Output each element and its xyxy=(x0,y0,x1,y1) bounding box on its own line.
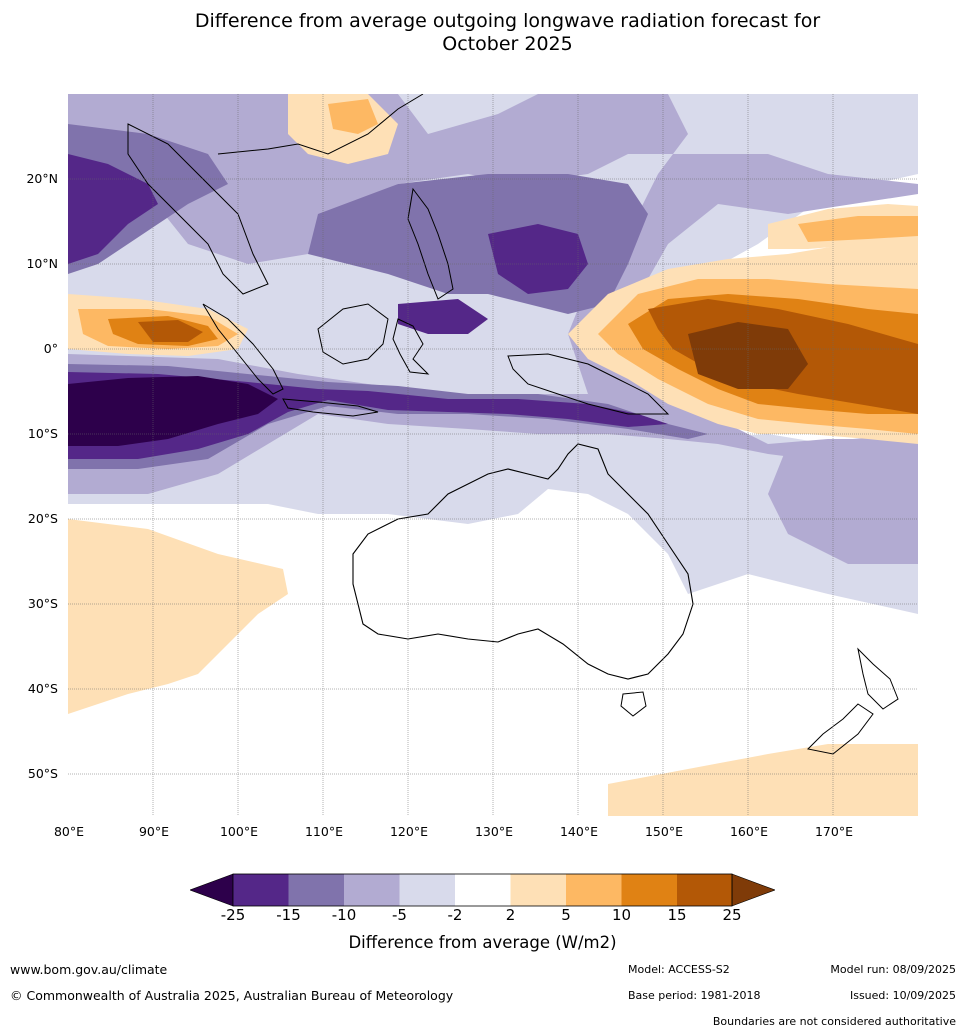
philippines-coastline xyxy=(407,187,454,300)
footer-model: Model: ACCESS-S2 xyxy=(628,963,730,976)
anomaly-zone-medium-purple-3 xyxy=(768,434,918,564)
lat-label-30s: 30°S xyxy=(27,596,58,611)
colorbar-bin-9 xyxy=(677,874,732,906)
colorbar-tick-25: 25 xyxy=(722,906,742,924)
new-zealand-south-coastline xyxy=(806,703,874,755)
lon-label-110e: 110°E xyxy=(304,824,343,839)
colorbar-bin-1 xyxy=(233,874,289,906)
lat-label-20s: 20°S xyxy=(27,511,58,526)
anomaly-zone-china-orange-2 xyxy=(328,99,378,134)
colorbar-tick-2: 2 xyxy=(505,906,516,924)
colorbar-frame xyxy=(232,873,733,907)
anomaly-zone-south-indian-orange xyxy=(68,519,288,714)
colorbar-tick-minus25: -25 xyxy=(220,906,246,924)
colorbar-title: Difference from average (W/m2) xyxy=(348,933,617,952)
china-coastline xyxy=(217,94,424,155)
lon-label-150e: 150°E xyxy=(644,824,683,839)
tasmania-coastline xyxy=(620,691,647,717)
colorbar-over-arrow xyxy=(731,873,775,907)
footer-disclaimer: Boundaries are not considered authoritat… xyxy=(712,1015,956,1028)
lat-label-20n: 20°N xyxy=(26,171,58,186)
sumatra-coastline xyxy=(202,303,284,395)
colorbar-bin-2 xyxy=(288,874,344,906)
graticule xyxy=(68,94,918,816)
lon-label-100e: 100°E xyxy=(219,824,258,839)
lat-label-0: 0° xyxy=(43,341,58,356)
lon-label-120e: 120°E xyxy=(389,824,428,839)
colorbar-tick-minus5: -5 xyxy=(392,906,407,924)
anomaly-zone-medium-purple xyxy=(68,94,918,439)
colorbar-tick-10: 10 xyxy=(611,906,632,924)
anomaly-zone-darkest-purple xyxy=(68,376,278,446)
lat-label-40s: 40°S xyxy=(27,681,58,696)
lon-label-170e: 170°E xyxy=(814,824,853,839)
anomaly-zone-deep-purple xyxy=(68,154,158,264)
olr-anomaly-map xyxy=(68,94,918,816)
title-line-1: Difference from average outgoing longwav… xyxy=(194,10,821,32)
anomaly-zone-deep-purple-3 xyxy=(398,299,488,334)
colorbar-bin-6 xyxy=(510,874,566,906)
footer-website: www.bom.gov.au/climate xyxy=(10,962,168,977)
colorbar-bin-8 xyxy=(621,874,677,906)
colorbar-tick-minus10: -10 xyxy=(331,906,357,924)
colorbar-tick-5: 5 xyxy=(561,906,571,924)
colorbar-tick-minus15: -15 xyxy=(276,906,301,924)
colorbar-under-arrow xyxy=(190,873,234,907)
indochina-coastline xyxy=(127,123,269,295)
anomaly-zone-ne-orange-2 xyxy=(798,216,918,242)
new-guinea-coastline xyxy=(507,353,670,415)
anomaly-zone-io-brown xyxy=(138,320,203,342)
footer-model-run: Model run: 08/09/2025 xyxy=(830,963,956,976)
colorbar-tick-15: 15 xyxy=(667,906,687,924)
sulawesi-coastline xyxy=(392,318,430,375)
lon-label-160e: 160°E xyxy=(729,824,768,839)
java-coastline xyxy=(282,398,379,417)
colorbar-tick-minus2: -2 xyxy=(447,906,463,924)
lon-label-130e: 130°E xyxy=(474,824,513,839)
colorbar-bin-5 xyxy=(455,874,511,906)
footer-base-period: Base period: 1981-2018 xyxy=(628,989,761,1002)
colorbar-legend xyxy=(190,873,775,907)
lat-label-10s: 10°S xyxy=(27,426,58,441)
lat-label-50s: 50°S xyxy=(27,766,58,781)
anomaly-zone-deep-brown xyxy=(688,322,808,389)
colorbar-bin-7 xyxy=(566,874,622,906)
lat-label-10n: 10°N xyxy=(26,256,58,271)
map-canvas xyxy=(68,94,918,816)
new-zealand-north-coastline xyxy=(857,647,899,710)
footer-copyright: © Commonwealth of Australia 2025, Austra… xyxy=(10,988,454,1003)
australia-coastline xyxy=(352,443,694,680)
colorbar-bin-4 xyxy=(399,874,455,906)
title-line-2: October 2025 xyxy=(442,33,573,55)
anomaly-zone-deep-purple-2 xyxy=(488,224,588,294)
lon-label-80e: 80°E xyxy=(53,824,85,839)
colorbar-bin-3 xyxy=(344,874,400,906)
footer-issued: Issued: 10/09/2025 xyxy=(849,989,956,1002)
lon-label-90e: 90°E xyxy=(138,824,170,839)
anomaly-zone-south-pacific-orange xyxy=(608,744,918,816)
map-title: Difference from average outgoing longwav… xyxy=(0,10,965,56)
borneo-coastline xyxy=(317,303,389,365)
lon-label-140e: 140°E xyxy=(559,824,598,839)
